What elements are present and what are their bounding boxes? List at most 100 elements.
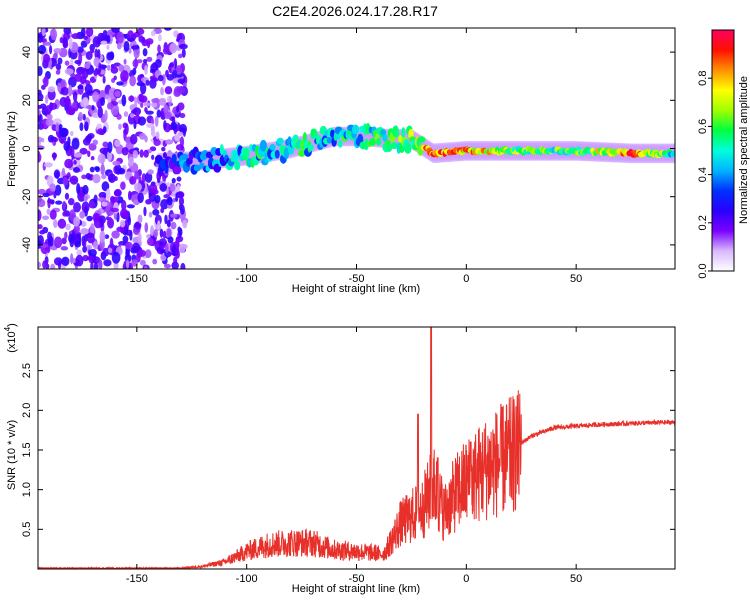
spectrogram-cell [110, 66, 119, 74]
spectrogram-cell [93, 261, 99, 269]
spectrogram-cell [166, 228, 172, 238]
spectrogram-cell [126, 204, 135, 209]
spectrogram-cell [182, 219, 188, 229]
spectrogram-cell [106, 52, 114, 61]
spectrogram-cell [61, 256, 70, 267]
spectrogram-cell [123, 111, 129, 117]
spectrogram-cell [100, 163, 105, 176]
spectrogram-cell [269, 143, 276, 151]
spectrogram-cell [38, 150, 41, 163]
spectrogram-cell [53, 236, 63, 249]
x-tick-label: -50 [349, 273, 365, 285]
spectrogram-cell [98, 259, 103, 269]
spectrogram-cell [144, 171, 153, 183]
snr-series-line [38, 327, 675, 569]
x-tick-label: -150 [126, 273, 148, 285]
x-tick-label: -100 [236, 273, 258, 285]
spectrogram-cell [148, 191, 157, 203]
spectrogram-cell [114, 139, 121, 148]
spectrogram-cell [159, 183, 167, 192]
spectrogram-cell [67, 197, 75, 206]
spectrogram-cell [173, 256, 178, 264]
colorbar-label: Normalized spectral amplitude [738, 76, 750, 224]
spectrogram-cell [92, 173, 101, 184]
spectrogram-cell [120, 70, 129, 82]
spectrogram-cell [143, 102, 152, 107]
spectrogram-cell [79, 147, 88, 155]
x-tick-label: -50 [349, 573, 365, 585]
spectrogram-cell [38, 194, 42, 203]
spectrogram-cells [38, 28, 675, 269]
spectrogram-cell [127, 190, 132, 201]
snr-scale-exponent: 4 [3, 326, 12, 331]
spectrogram-cell [57, 57, 63, 65]
spectrogram-cell [49, 183, 56, 192]
spectrogram-cell [74, 240, 82, 248]
spectrogram-cell [42, 192, 50, 198]
x-tick-label: -150 [126, 573, 148, 585]
spectrogram-cell [93, 69, 99, 76]
spectrogram-cell [92, 212, 101, 222]
spectrogram-cell [141, 173, 147, 183]
spectrogram-cell [72, 91, 78, 102]
colorbar-frame [711, 29, 735, 272]
spectrogram-cell [302, 132, 307, 143]
snr-x-ticks: -150 -100 -50 0 50 [126, 327, 582, 585]
spectrogram-cell [55, 69, 61, 75]
spectrogram-cell [83, 35, 88, 40]
spectrogram-cell [369, 137, 377, 146]
spectrogram-cell [64, 223, 71, 231]
spectrogram-cell [199, 162, 205, 169]
spectrogram-cell [38, 109, 41, 116]
spectrogram-cell [78, 112, 84, 122]
spectrogram-cell [65, 95, 70, 108]
spectrogram-cell [71, 137, 80, 150]
spectrogram-cell [48, 236, 54, 247]
spectrogram-cell [52, 118, 62, 126]
spectrogram-cell [38, 235, 44, 246]
spectrogram-cell [132, 150, 139, 159]
spectrogram-cell [76, 182, 81, 195]
spectrogram-cell [401, 127, 406, 138]
spectrogram-cell [127, 37, 136, 42]
spectrogram-cell [82, 184, 89, 195]
spectrogram-cell [50, 263, 56, 269]
spectrogram-cell [121, 146, 129, 156]
spectrogram-cell [135, 111, 140, 118]
spectrogram-cell [116, 113, 122, 120]
spectrogram-cell [113, 62, 121, 67]
x-tick-label: 50 [570, 273, 582, 285]
spectrogram-cell [181, 48, 186, 58]
spectrogram-cell [163, 263, 171, 269]
spectrogram-cell [99, 230, 106, 243]
spectrogram-cell [390, 142, 398, 150]
spectrogram-cell [92, 139, 99, 146]
spectrogram-cell [38, 104, 43, 110]
spectrogram-cell [129, 113, 135, 118]
spectrogram-cell [89, 43, 95, 52]
spectrogram-cell [125, 241, 133, 250]
spectrogram-cell [131, 259, 138, 267]
spectrogram-cell [65, 108, 75, 115]
spectrogram-panel: -150 -100 -50 0 50 -40 -20 0 20 40 Height of str… [6, 27, 676, 295]
spectrogram-cell [81, 201, 90, 213]
spectrogram-cell [73, 201, 81, 213]
spectrogram-cell [55, 63, 62, 71]
snr-scale-label: (x10 [6, 331, 18, 352]
spectrogram-cell [170, 213, 178, 218]
spectrogram-cell [234, 160, 241, 171]
spectrogram-cell [172, 69, 177, 76]
spectrogram-cell [121, 94, 127, 107]
spectrogram-cell [145, 249, 152, 259]
spectrogram-cell [49, 209, 57, 220]
spectrogram-cell [129, 75, 137, 87]
spectrogram-cell [83, 195, 88, 202]
spectrogram-cell [404, 142, 412, 154]
spectrogram-cell [376, 137, 382, 146]
spectrogram-cell [85, 172, 91, 180]
spectrogram-cell [64, 158, 74, 169]
spectrogram-cell [163, 120, 167, 131]
spectrogram-cell [166, 219, 171, 228]
spectrogram-cell [85, 51, 93, 60]
spectrogram-cell [60, 86, 69, 96]
